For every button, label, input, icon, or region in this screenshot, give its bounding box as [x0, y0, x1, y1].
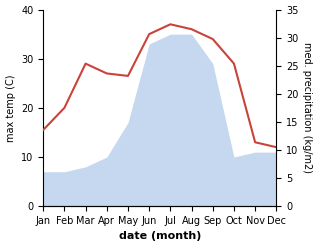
X-axis label: date (month): date (month): [119, 231, 201, 242]
Y-axis label: med. precipitation (kg/m2): med. precipitation (kg/m2): [302, 42, 313, 173]
Y-axis label: max temp (C): max temp (C): [5, 74, 16, 142]
